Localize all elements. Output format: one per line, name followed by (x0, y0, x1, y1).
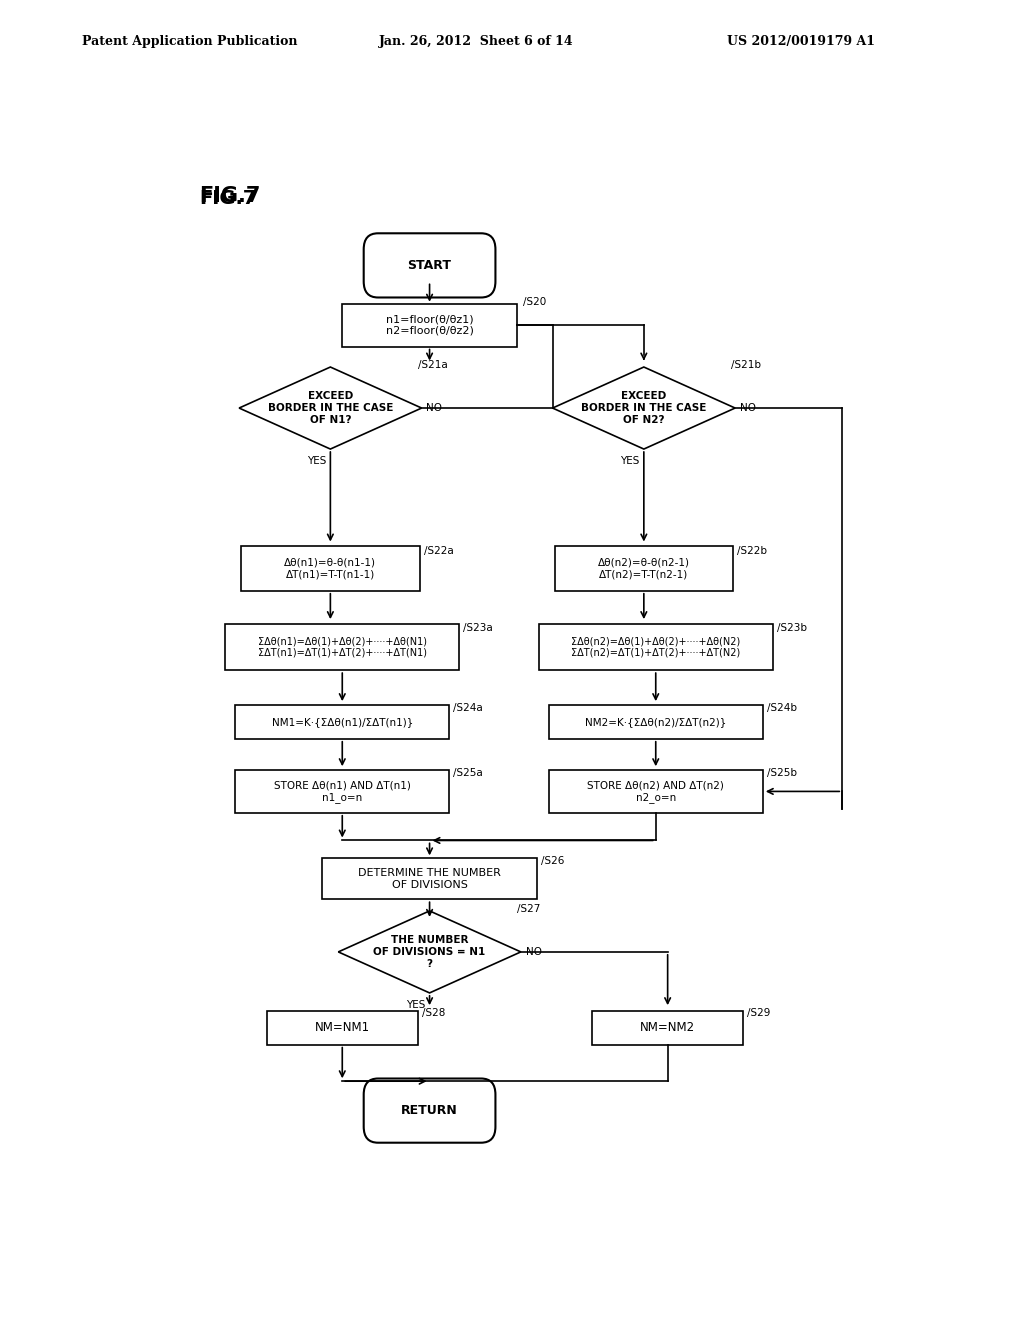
Text: ΣΔθ(n1)=Δθ(1)+Δθ(2)+····+Δθ(N1)
ΣΔT(n1)=ΔT(1)+ΔT(2)+····+ΔT(N1): ΣΔθ(n1)=Δθ(1)+Δθ(2)+····+Δθ(N1) ΣΔT(n1)=… (258, 636, 427, 657)
FancyBboxPatch shape (225, 624, 460, 671)
FancyBboxPatch shape (592, 1011, 743, 1044)
Text: /S28: /S28 (422, 1007, 445, 1018)
Text: Jan. 26, 2012  Sheet 6 of 14: Jan. 26, 2012 Sheet 6 of 14 (379, 34, 573, 48)
Text: NO: NO (740, 403, 756, 413)
Text: Patent Application Publication: Patent Application Publication (82, 34, 297, 48)
Text: /S25a: /S25a (454, 768, 483, 777)
FancyBboxPatch shape (549, 705, 763, 739)
Text: YES: YES (407, 999, 426, 1010)
Text: Δθ(n1)=θ-θ(n1-1)
ΔT(n1)=T-T(n1-1): Δθ(n1)=θ-θ(n1-1) ΔT(n1)=T-T(n1-1) (285, 558, 377, 579)
FancyBboxPatch shape (364, 234, 496, 297)
FancyBboxPatch shape (236, 770, 450, 813)
Text: THE NUMBER
OF DIVISIONS = N1
?: THE NUMBER OF DIVISIONS = N1 ? (374, 936, 485, 969)
Text: /S23a: /S23a (463, 623, 493, 634)
FancyBboxPatch shape (267, 1011, 418, 1044)
Text: EXCEED
BORDER IN THE CASE
OF N2?: EXCEED BORDER IN THE CASE OF N2? (582, 392, 707, 425)
FancyBboxPatch shape (323, 858, 537, 899)
Text: NM=NM2: NM=NM2 (640, 1022, 695, 1034)
Text: /S29: /S29 (748, 1007, 770, 1018)
Text: NM2=K·{ΣΔθ(n2)/ΣΔT(n2)}: NM2=K·{ΣΔθ(n2)/ΣΔT(n2)} (585, 717, 726, 727)
FancyBboxPatch shape (342, 304, 517, 347)
Text: STORE Δθ(n1) AND ΔT(n1)
n1_o=n: STORE Δθ(n1) AND ΔT(n1) n1_o=n (273, 780, 411, 803)
Text: /S24a: /S24a (454, 702, 483, 713)
Text: NM=NM1: NM=NM1 (314, 1022, 370, 1034)
Text: YES: YES (307, 455, 327, 466)
Text: YES: YES (621, 455, 640, 466)
FancyBboxPatch shape (555, 546, 733, 591)
Text: STORE Δθ(n2) AND ΔT(n2)
n2_o=n: STORE Δθ(n2) AND ΔT(n2) n2_o=n (588, 780, 724, 803)
Text: DETERMINE THE NUMBER
OF DIVISIONS: DETERMINE THE NUMBER OF DIVISIONS (358, 869, 501, 890)
Text: EXCEED
BORDER IN THE CASE
OF N1?: EXCEED BORDER IN THE CASE OF N1? (267, 392, 393, 425)
Polygon shape (240, 367, 422, 449)
Text: /S20: /S20 (523, 297, 547, 308)
Polygon shape (553, 367, 735, 449)
FancyBboxPatch shape (364, 1078, 496, 1143)
Text: RETURN: RETURN (401, 1104, 458, 1117)
Text: /S21a: /S21a (418, 360, 447, 370)
FancyBboxPatch shape (241, 546, 420, 591)
Text: /S24b: /S24b (767, 702, 797, 713)
Text: /S21b: /S21b (731, 360, 761, 370)
Text: ΣΔθ(n2)=Δθ(1)+Δθ(2)+····+Δθ(N2)
ΣΔT(n2)=ΔT(1)+ΔT(2)+····+ΔT(N2): ΣΔθ(n2)=Δθ(1)+Δθ(2)+····+Δθ(N2) ΣΔT(n2)=… (571, 636, 740, 657)
Text: US 2012/0019179 A1: US 2012/0019179 A1 (727, 34, 876, 48)
Text: /S22a: /S22a (424, 545, 454, 556)
Text: FIG.7: FIG.7 (200, 189, 257, 209)
Text: /S26: /S26 (541, 855, 564, 866)
Text: /S23b: /S23b (777, 623, 807, 634)
FancyBboxPatch shape (539, 624, 773, 671)
Text: Δθ(n2)=θ-θ(n2-1)
ΔT(n2)=T-T(n2-1): Δθ(n2)=θ-θ(n2-1) ΔT(n2)=T-T(n2-1) (598, 558, 690, 579)
Text: NO: NO (525, 946, 542, 957)
Text: NO: NO (426, 403, 442, 413)
Text: FIG.7: FIG.7 (200, 186, 261, 206)
FancyBboxPatch shape (236, 705, 450, 739)
Text: NM1=K·{ΣΔθ(n1)/ΣΔT(n1)}: NM1=K·{ΣΔθ(n1)/ΣΔT(n1)} (271, 717, 413, 727)
Text: n1=floor(θ/θz1)
n2=floor(θ/θz2): n1=floor(θ/θz1) n2=floor(θ/θz2) (386, 314, 473, 335)
Polygon shape (338, 911, 521, 993)
Text: /S22b: /S22b (737, 545, 767, 556)
Text: START: START (408, 259, 452, 272)
FancyBboxPatch shape (549, 770, 763, 813)
Text: /S25b: /S25b (767, 768, 797, 777)
Text: /S27: /S27 (517, 904, 541, 915)
